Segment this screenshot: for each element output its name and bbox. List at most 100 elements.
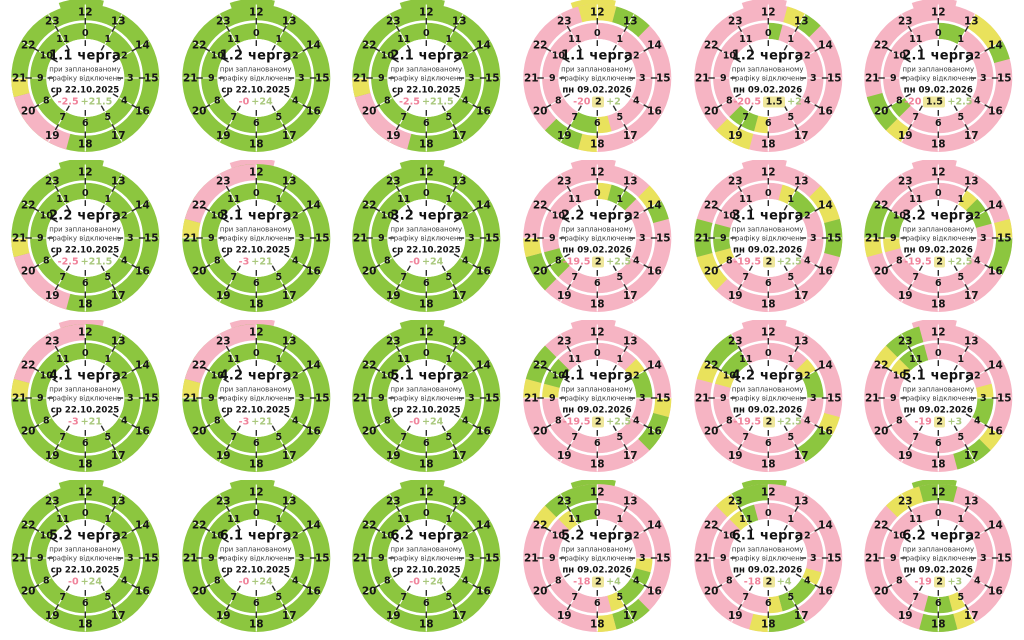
hour-label: 11 [568,514,581,525]
hour-tick [564,378,570,383]
hour-tick [52,538,58,543]
hour-tick [734,93,741,98]
hour-label: 12 [419,167,434,179]
hour-label: 23 [386,335,401,347]
ring-segment [740,504,758,525]
hour-label: 3 [980,393,987,404]
hour-tick [32,424,40,429]
hour-tick [905,58,912,63]
hour-label: 1 [275,194,282,205]
hour-label: 14 [306,360,321,372]
hour-tick [301,264,309,269]
hour-tick [453,378,460,383]
hour-label: 5 [958,272,965,283]
hour-label: 18 [419,139,434,151]
hour-label: 6 [82,118,89,129]
ring-segment [181,378,201,398]
hour-label: 13 [111,335,126,347]
hour-tick [905,93,912,98]
ring-segment [787,189,816,219]
clock-center [728,199,807,277]
hour-label: 6 [423,438,430,449]
hour-tick [112,413,119,418]
hour-tick [65,105,70,112]
hour-label: 17 [452,610,467,622]
hour-tick [54,443,60,451]
hour-label: 9 [37,233,44,244]
hour-label: 22 [533,520,548,532]
ring-segment [355,92,412,150]
hour-label: 8 [43,576,50,587]
hour-label: 12 [931,167,946,179]
hour-label: 12 [590,7,605,19]
hour-label: 6 [765,118,772,129]
hour-tick [907,25,913,33]
hour-label: 19 [45,450,60,462]
hour-label: 16 [818,426,833,438]
hour-tick [111,443,116,451]
hour-label: 15 [144,233,159,245]
hour-tick [374,424,381,429]
ring-segment [616,568,651,607]
hour-tick [54,283,60,291]
hour-label: 18 [761,619,776,631]
hour-tick [111,185,116,193]
hour-label: 18 [761,139,776,151]
hour-label: 17 [623,450,638,462]
hour-label: 3 [810,233,817,244]
hour-label: 18 [931,299,946,311]
hour-tick [919,105,924,112]
hour-tick [964,505,970,513]
hour-label: 1 [787,194,794,205]
hour-label: 21 [353,233,368,245]
hour-label: 4 [121,416,128,427]
clock-cell: 0 12 1 13 2 14 3 15 4 16 5 17 6 18 7 19 8 20 9 21 10 22 11 23 6.… [683,480,854,640]
hour-label: 13 [452,175,467,187]
hour-label: 6 [935,278,942,289]
hour-label: 0 [935,348,942,359]
hour-label: 21 [353,73,368,85]
ring-segment [597,4,617,23]
hour-label: 21 [183,393,198,405]
hour-label: 10 [381,51,395,62]
hour-label: 20 [362,426,377,438]
hour-label: 22 [533,360,548,372]
hour-label: 10 [893,371,907,382]
hour-label: 11 [568,34,581,45]
ring-segment [13,324,86,384]
hour-tick [643,584,650,589]
hour-tick [794,25,799,33]
hour-tick [544,47,552,52]
hour-tick [748,204,753,211]
ring-segment [715,493,740,518]
hour-label: 17 [794,130,809,142]
hour-label: 0 [423,348,430,359]
hour-label: 8 [726,96,733,107]
hour-label: 15 [997,393,1012,405]
hour-tick [953,265,959,272]
hour-tick [131,104,138,109]
ring-segment [972,398,995,426]
hour-label: 9 [37,73,44,84]
hour-tick [964,25,970,33]
hour-tick [886,424,893,429]
hour-label: 22 [874,200,889,212]
ring-segment [748,613,768,632]
hour-label: 14 [306,200,321,212]
hour-label: 4 [633,96,640,107]
hour-label: 8 [555,256,562,267]
hour-tick [737,443,742,451]
hour-tick [623,443,628,451]
hour-tick [577,265,582,272]
hour-label: 5 [104,592,111,603]
hour-label: 10 [552,51,566,62]
hour-label: 1 [616,354,623,365]
hour-label: 15 [144,393,159,405]
clock-cell: 0 12 1 13 2 14 3 15 4 16 5 17 6 18 7 19 8 20 9 21 10 22 11 23 4.… [171,320,342,480]
hour-label: 2 [974,51,981,62]
hour-tick [715,527,722,532]
